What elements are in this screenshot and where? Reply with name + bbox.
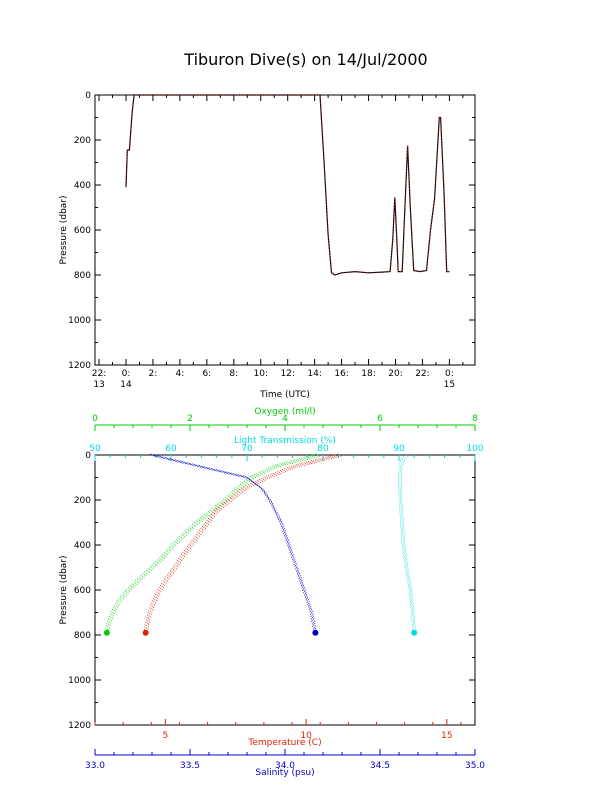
x-tick-label: 2:	[149, 369, 158, 379]
salinity-profile-trace	[153, 455, 318, 634]
y-tick-label: 1200	[68, 361, 91, 371]
salinity-tick-label: 34.0	[275, 761, 295, 771]
pressure-axis-label: Pressure (dbar)	[59, 196, 69, 265]
x-tick-label-day: 15	[444, 380, 455, 390]
oxygen-profile-trace	[106, 454, 319, 633]
x-tick-label: 0:	[445, 369, 454, 379]
oxygen-tick-label: 6	[377, 414, 383, 424]
light-transmission-tick-label: 100	[466, 444, 483, 454]
time-axis-label: Time (UTC)	[259, 390, 310, 400]
y-tick-label: 0	[85, 91, 91, 101]
temperature-tick-label: 15	[441, 731, 452, 741]
profile-plot-frame	[94, 454, 476, 726]
light-transmission-tick-label: 50	[89, 444, 101, 454]
temperature-axis-label: Temperature (C)	[247, 738, 321, 748]
light-transmission-bottom-cluster	[411, 629, 418, 636]
x-tick-label: 0:	[122, 369, 131, 379]
temperature-profile-trace	[145, 454, 340, 633]
light-transmission-tick-label: 70	[241, 444, 253, 454]
y-tick-label: 800	[74, 271, 91, 281]
temperature-profile-trace	[146, 455, 342, 634]
y-tick-label: 1200	[68, 721, 91, 731]
y-tick-label: 800	[74, 631, 91, 641]
x-tick-label: 22:	[415, 369, 429, 379]
y-tick-label: 600	[74, 586, 91, 596]
y-tick-label: 1000	[68, 676, 91, 686]
x-tick-label: 4:	[176, 369, 185, 379]
x-tick-label: 8:	[229, 369, 238, 379]
salinity-tick-label: 34.5	[370, 761, 390, 771]
y-tick-label: 600	[74, 226, 91, 236]
light-transmission-profile-trace	[400, 455, 417, 634]
x-tick-label: 14:	[307, 369, 321, 379]
salinity-tick-label: 33.0	[85, 761, 105, 771]
oxygen-tick-label: 2	[187, 414, 193, 424]
x-tick-label: 12:	[280, 369, 294, 379]
oxygen-bottom-cluster	[103, 629, 110, 636]
oxygen-profile-trace	[105, 453, 317, 632]
temperature-tick-label: 10	[300, 731, 312, 741]
x-tick-label: 10:	[254, 369, 268, 379]
salinity-tick-label: 35.0	[465, 761, 485, 771]
temperature-bottom-cluster	[142, 629, 149, 636]
light-transmission-tick-label: 80	[317, 444, 329, 454]
light-transmission-axis-label: Light Transmission (%)	[234, 436, 336, 446]
light-transmission-profile-trace	[397, 453, 414, 632]
salinity-tick-label: 33.5	[180, 761, 200, 771]
light-transmission-tick-label: 90	[393, 444, 405, 454]
temperature-tick-label: 5	[163, 731, 169, 741]
x-tick-label: 22:	[92, 369, 106, 379]
y-tick-label: 200	[74, 136, 91, 146]
y-tick-label: 400	[74, 541, 91, 551]
oxygen-tick-label: 8	[472, 414, 478, 424]
y-tick-label: 1000	[68, 316, 91, 326]
x-tick-label: 18:	[361, 369, 375, 379]
page-title: Tiburon Dive(s) on 14/Jul/2000	[184, 50, 428, 69]
light-transmission-tick-label: 60	[165, 444, 177, 454]
y-tick-label: 200	[74, 496, 91, 506]
oxygen-axis-label: Oxygen (ml/l)	[254, 407, 315, 417]
temperature-profile-trace	[143, 453, 339, 632]
pressure-axis-label: Pressure (dbar)	[59, 556, 69, 625]
oxygen-tick-label: 0	[92, 414, 98, 424]
oxygen-profile-trace	[108, 455, 320, 634]
x-tick-label: 6:	[202, 369, 211, 379]
salinity-profile-trace	[151, 454, 316, 633]
oxygen-tick-label: 4	[282, 414, 288, 424]
y-tick-label: 400	[74, 181, 91, 191]
x-tick-label-day: 14	[120, 380, 132, 390]
x-tick-label: 20:	[388, 369, 402, 379]
x-tick-label: 16:	[334, 369, 348, 379]
salinity-axis-label: Salinity (psu)	[255, 768, 314, 778]
salinity-bottom-cluster	[312, 629, 319, 636]
light-transmission-profile-trace	[399, 454, 415, 633]
x-tick-label-day: 13	[93, 380, 104, 390]
dive-track-points	[125, 94, 450, 276]
y-tick-label: 0	[85, 451, 91, 461]
